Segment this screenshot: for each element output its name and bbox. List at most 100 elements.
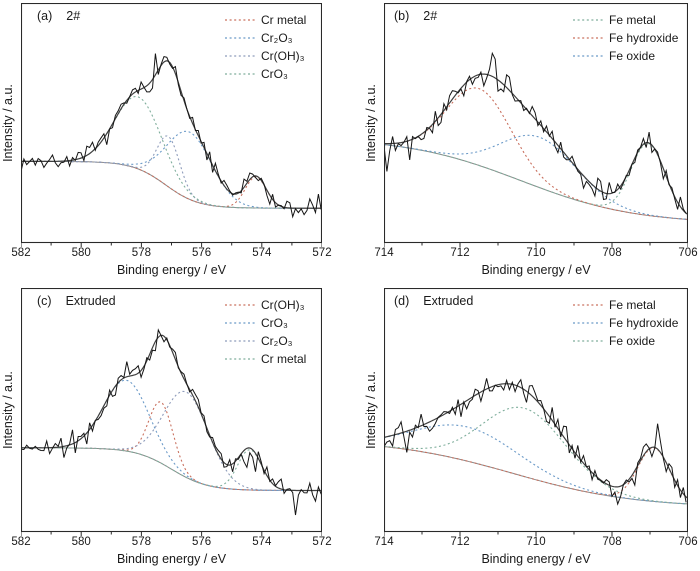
component-curve-fe-hydroxide [384,424,688,505]
legend-c: Cr(OH)₃ CrO₃ Cr₂O₃ Cr metal [225,296,306,368]
x-axis-title: Binding energy / eV [481,552,591,566]
legend-item: Cr₂O₃ [225,332,306,350]
panel-corner-label: (d) Extruded [394,294,473,308]
legend-item: Fe hydroxide [573,314,678,332]
legend-dash-swatch [225,55,255,57]
legend-b: Fe metal Fe hydroxide Fe oxide [573,11,678,65]
legend-a: Cr metal Cr₂O₃ Cr(OH)₃ CrO₃ [225,11,306,83]
x-tick-label: 580 [71,247,91,259]
legend-dash-swatch [573,340,603,342]
component-curve-fe-metal [384,142,688,216]
raw-spectrum-line [21,328,322,516]
component-curve-cro₃ [21,379,322,492]
x-tick-label: 574 [252,536,272,548]
legend-dash-swatch [573,19,603,21]
x-tick-label: 582 [11,536,31,548]
x-tick-label: 576 [192,536,212,548]
x-tick-label: 576 [192,247,212,259]
legend-item: Cr₂O₃ [225,29,306,47]
legend-label: Fe oxide [609,334,656,348]
x-tick-label: 572 [312,247,332,259]
legend-label: CrO₃ [261,316,288,330]
raw-spectrum-line [21,53,322,219]
background-baseline [21,160,322,209]
legend-item: Fe metal [573,296,678,314]
panel-letter: (c) [37,294,52,308]
legend-item: Cr(OH)₃ [225,47,306,65]
spectrum-plot [21,3,322,247]
legend-dash-swatch [225,304,255,306]
legend-item: Fe metal [573,11,678,29]
x-tick-label: 580 [71,536,91,548]
component-curve-fe-oxide [384,406,688,505]
x-tick-label: 710 [526,247,546,259]
y-axis-title: Intensity / a.u. [1,371,15,449]
y-axis-title: Intensity / a.u. [1,84,15,162]
panel-letter: (b) [394,9,410,23]
legend-label: Cr₂O₃ [261,31,293,45]
x-tick-label: 710 [526,536,546,548]
x-tick-label: 706 [678,536,698,548]
x-tick-label: 572 [312,536,332,548]
legend-item: Cr(OH)₃ [225,296,306,314]
legend-dash-swatch [225,322,255,324]
component-curve-cr₂o₃ [21,390,322,492]
envelope-fit-curve [384,383,688,499]
x-tick-label: 708 [602,536,622,548]
envelope-fit-curve [21,334,322,492]
legend-dash-swatch [225,73,255,75]
raw-spectrum-line [384,51,687,214]
legend-label: Fe oxide [609,49,656,63]
panel-letter: (a) [37,9,53,23]
panel-corner-label: (c) Extruded [37,294,116,308]
legend-dash-swatch [573,37,603,39]
legend-label: CrO₃ [261,67,288,81]
panel-corner-label: (b) 2# [394,9,437,23]
sample-label: 2# [423,9,438,23]
legend-item: CrO₃ [225,314,306,332]
legend-label: Cr(OH)₃ [261,298,305,312]
spectrum-plot [21,288,322,536]
component-curve-fe-oxide [384,134,688,220]
background-baseline [384,144,688,220]
legend-item: Cr metal [225,350,306,368]
y-axis-title: Intensity / a.u. [364,84,378,162]
x-tick-label: 706 [678,247,698,259]
legend-item: CrO₃ [225,65,306,83]
legend-label: Fe hydroxide [609,31,679,45]
component-curve-cr₂o₃ [21,130,322,209]
envelope-fit-curve [384,73,688,216]
x-tick-label: 582 [11,247,31,259]
x-tick-label: 714 [374,247,394,259]
x-axis-title: Binding energy / eV [116,263,227,277]
plot-area-c [21,288,322,538]
x-tick-label: 712 [450,536,470,548]
legend-item: Fe oxide [573,332,678,350]
component-curve-cr(oh)₃ [21,135,322,209]
component-curve-fe-hydroxide [384,87,688,220]
legend-label: Fe metal [609,13,656,27]
legend-label: Fe hydroxide [609,316,679,330]
panel-letter: (d) [394,294,410,308]
sample-label: 2# [66,9,81,23]
legend-dash-swatch [573,55,603,57]
legend-item: Cr metal [225,11,306,29]
component-curve-cro₃ [21,95,322,209]
y-axis-title: Intensity / a.u. [364,371,378,449]
legend-label: Cr(OH)₃ [261,49,305,63]
legend-item: Fe hydroxide [573,29,678,47]
legend-dash-swatch [225,358,255,360]
plot-area-d [384,288,688,538]
spectrum-plot [384,288,688,536]
legend-dash-swatch [573,304,603,306]
x-tick-label: 578 [131,536,151,548]
plot-area-a [21,3,322,249]
x-tick-label: 578 [131,247,151,259]
legend-dash-swatch [225,340,255,342]
legend-dash-swatch [225,19,255,21]
x-axis-title: Binding energy / eV [116,552,227,566]
x-tick-label: 712 [450,247,470,259]
legend-label: Cr₂O₃ [261,334,293,348]
component-curve-fe-metal [384,446,688,499]
